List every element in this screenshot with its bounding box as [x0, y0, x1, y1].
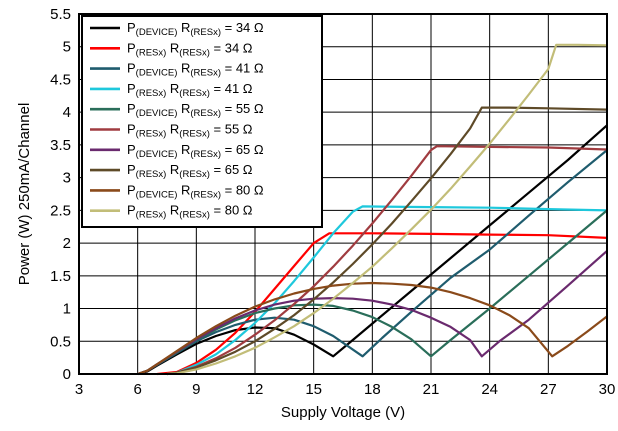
y-tick-labels: 0 0.5 1 1.5 2 2.5 3 3.5 4 4.5 5 5.5: [50, 6, 71, 383]
y-tick-label: 4: [63, 104, 71, 121]
y-tick-label: 1.5: [50, 268, 71, 285]
x-tick-label: 6: [133, 381, 141, 398]
grid: [79, 14, 607, 374]
legend-label: P(RESx) R(RESx) = 34 Ω: [127, 40, 253, 58]
x-tick-label: 3: [75, 381, 83, 398]
y-tick-label: 3.5: [50, 137, 71, 154]
y-tick-label: 3: [63, 170, 71, 187]
x-tick-label: 24: [481, 381, 498, 398]
x-tick-label: 15: [305, 381, 322, 398]
legend: P(DEVICE) R(RESx) = 34 Ω P(RESx) R(RESx) …: [81, 15, 323, 228]
legend-label: P(RESx) R(RESx) = 80 Ω: [127, 203, 253, 221]
x-tick-label: 18: [364, 381, 381, 398]
legend-label: P(DEVICE) R(RESx) = 41 Ω: [127, 61, 264, 79]
legend-label: P(DEVICE) R(RESx) = 65 Ω: [127, 142, 264, 160]
legend-box: [81, 15, 323, 228]
x-tick-label: 12: [247, 381, 264, 398]
legend-label: P(RESx) R(RESx) = 55 Ω: [127, 122, 253, 140]
legend-label: P(DEVICE) R(RESx) = 80 Ω: [127, 182, 264, 200]
series-line-10: [166, 43, 608, 376]
y-tick-label: 2.5: [50, 202, 71, 219]
x-tick-label: 21: [423, 381, 440, 398]
y-axis-title: Power (W) 250mA/Channel: [16, 103, 33, 286]
y-tick-label: 4.5: [50, 71, 71, 88]
x-axis-title: Supply Voltage (V): [281, 404, 405, 421]
legend-label: P(DEVICE) R(RESx) = 55 Ω: [127, 101, 264, 119]
series-line-8: [166, 106, 608, 376]
legend-label: P(RESx) R(RESx) = 41 Ω: [127, 81, 253, 99]
series-line-1: [137, 124, 608, 376]
y-tick-label: 5: [63, 39, 71, 56]
y-tick-label: 0: [63, 366, 71, 383]
y-tick-label: 2: [63, 235, 71, 252]
legend-label: P(DEVICE) R(RESx) = 34 Ω: [127, 20, 264, 38]
series-line-4: [166, 205, 608, 376]
x-tick-labels: 3 6 9 12 15 18 21 24 27 30: [75, 381, 616, 398]
y-tick-label: 0.5: [50, 333, 71, 350]
x-tick-label: 9: [192, 381, 200, 398]
series-line-2: [157, 232, 608, 376]
y-tick-label: 5.5: [50, 6, 71, 23]
plot-frame: [78, 13, 608, 375]
x-tick-label: 30: [599, 381, 616, 398]
series-line-6: [166, 145, 608, 376]
series-line-9: [137, 281, 608, 376]
series-lines: [137, 43, 608, 376]
legend-label: P(RESx) R(RESx) = 65 Ω: [127, 162, 253, 180]
y-tick-label: 1: [63, 301, 71, 318]
x-tick-label: 27: [540, 381, 557, 398]
